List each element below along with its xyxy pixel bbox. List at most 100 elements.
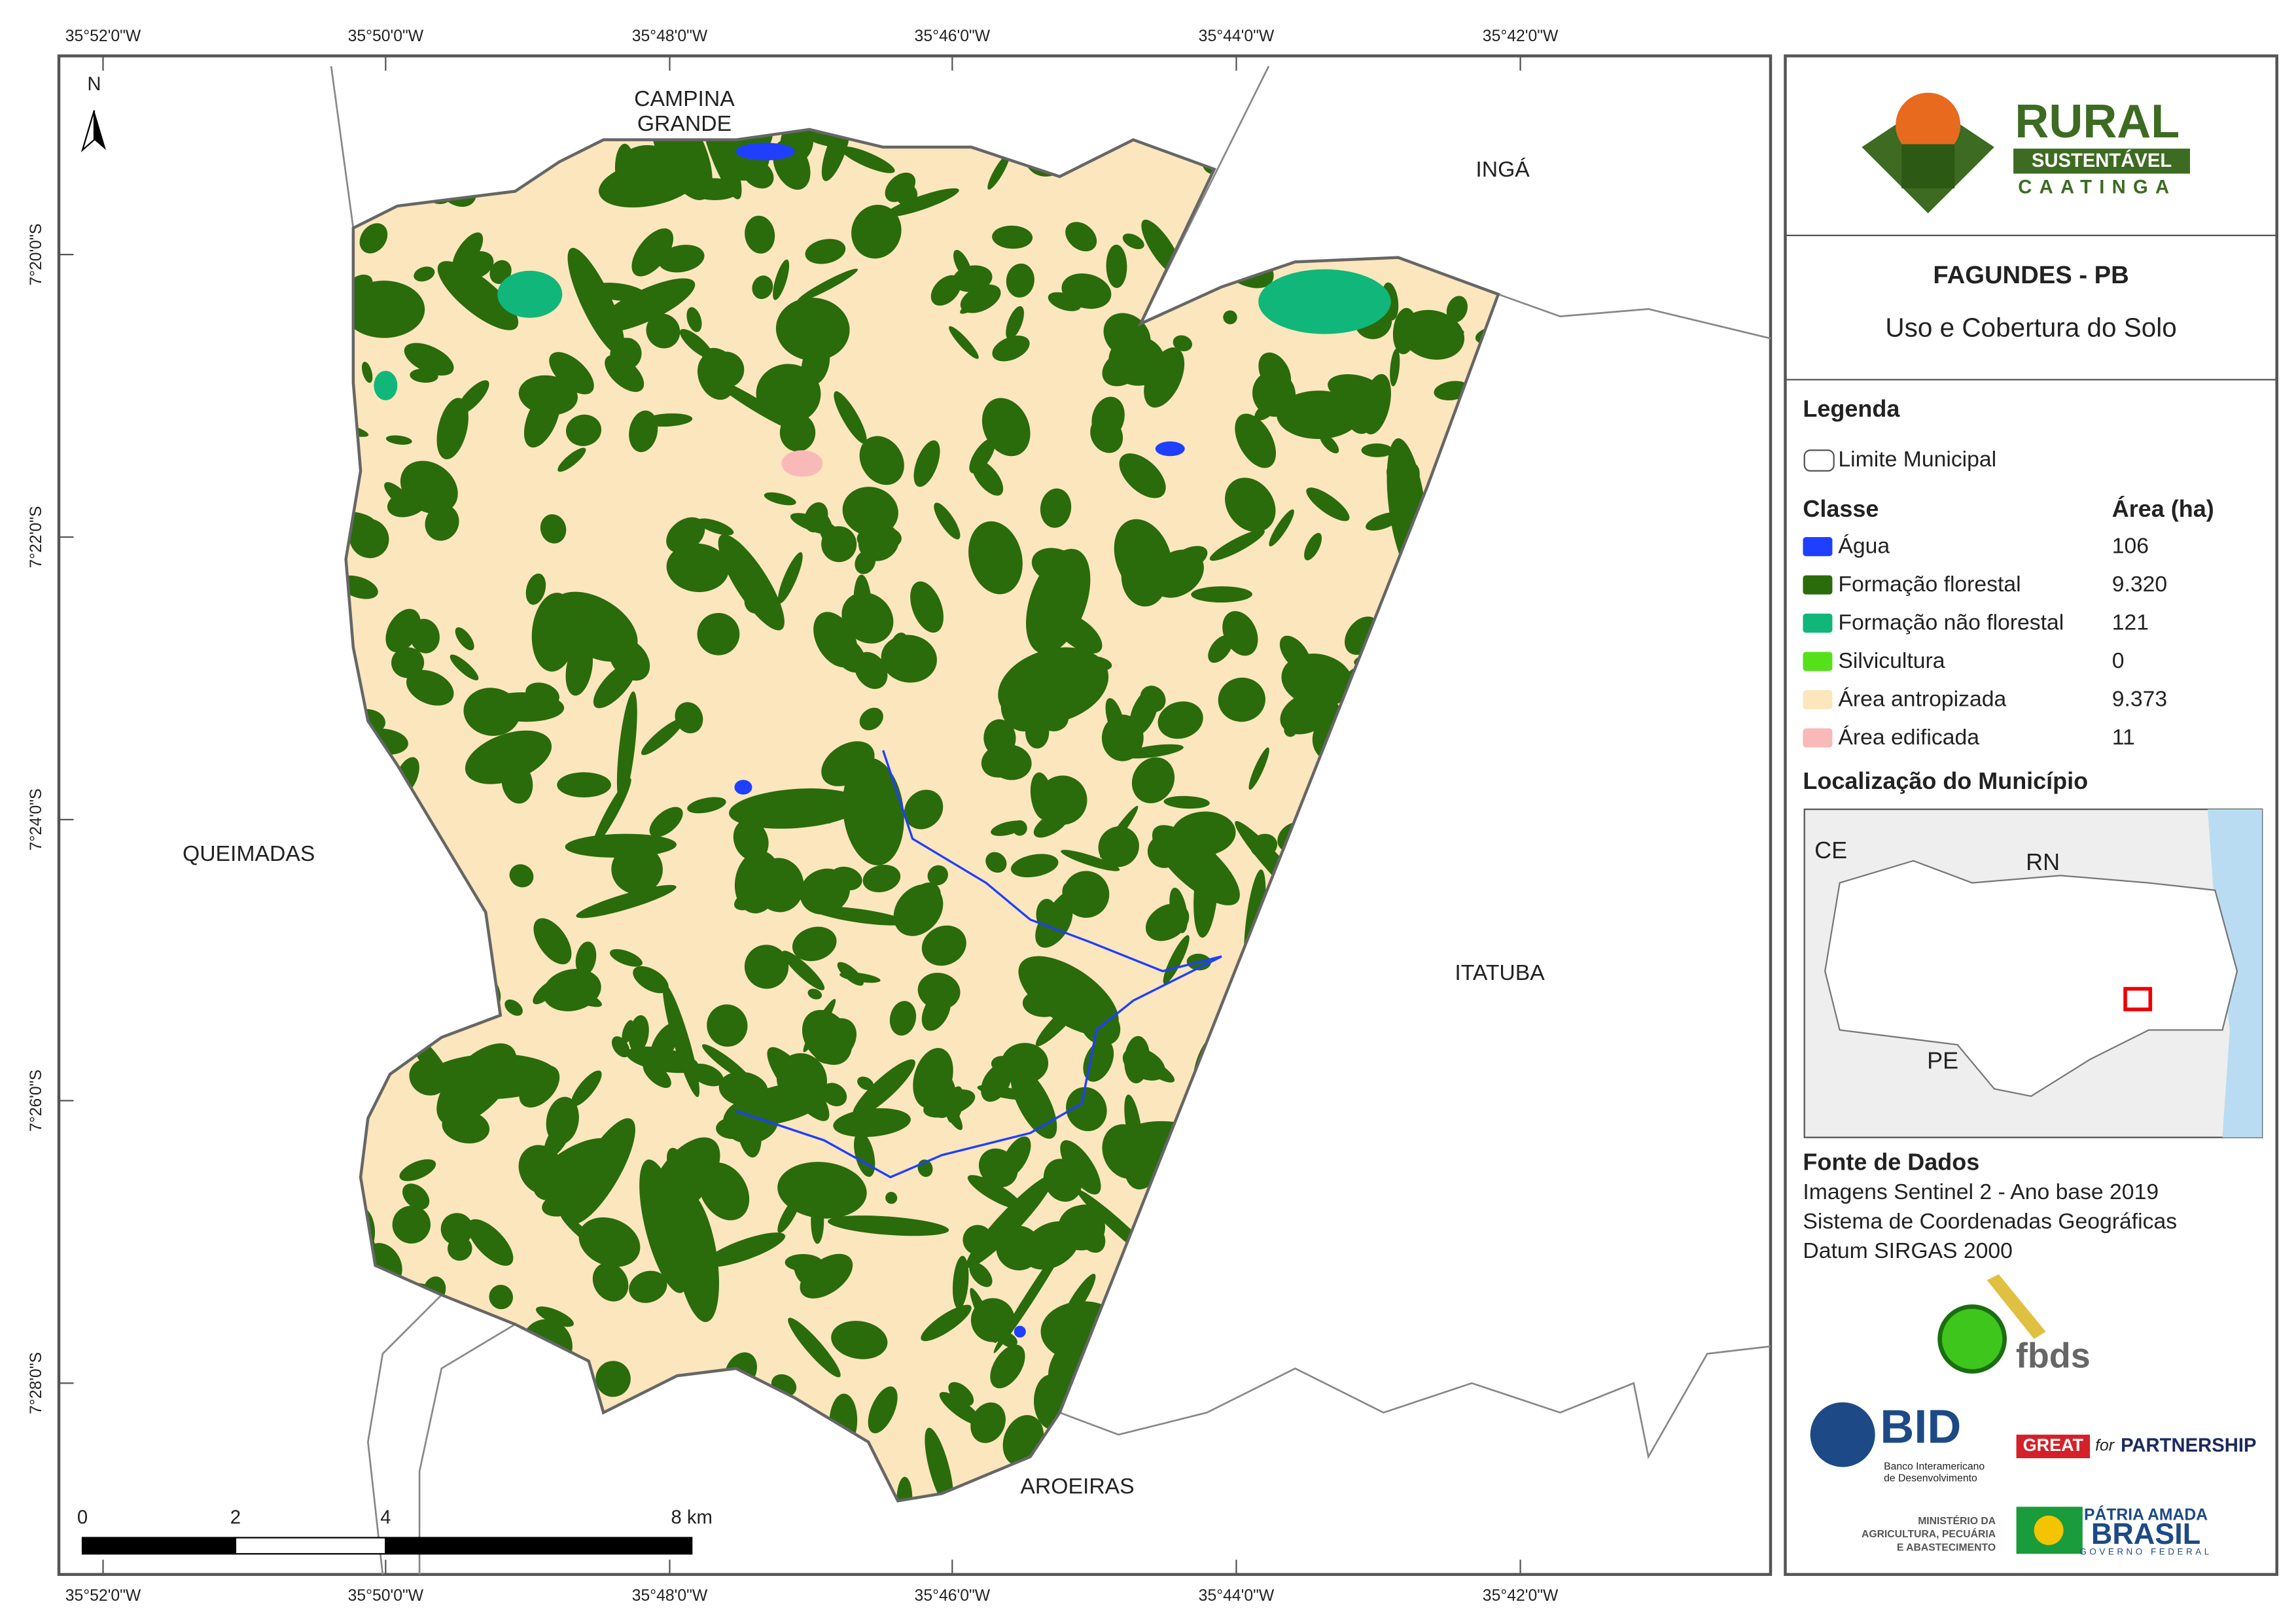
forest-patch (969, 1262, 993, 1287)
legend-entry: Formação florestal (1838, 572, 2021, 597)
logo-region: CAATINGA (2018, 177, 2176, 198)
forest-patch (455, 627, 474, 651)
forest-patch (409, 1058, 448, 1096)
forest-patch (1040, 488, 1072, 528)
forest-patch (1061, 1274, 1096, 1326)
legend-area: 9.373 (2112, 687, 2167, 712)
gov-text: GOVERNO FEDERAL (2079, 1547, 2212, 1557)
forest-patch (938, 276, 957, 288)
forest-patch (885, 1191, 898, 1204)
brasil-text: BRASIL (2091, 1517, 2200, 1550)
forest-patch (812, 906, 908, 926)
forest-patch (904, 790, 944, 829)
place-label: GRANDE (637, 111, 732, 136)
legend-header: Área (ha) (2112, 495, 2214, 522)
forest-patch (687, 797, 726, 814)
forest-patch (777, 552, 803, 604)
forest-patch (803, 998, 836, 1053)
forest-patch (921, 992, 951, 1031)
forest-patch (805, 239, 846, 264)
forest-patch (1140, 686, 1166, 712)
forest-patch (1060, 1140, 1101, 1195)
legend-entry: Formação não florestal (1838, 610, 2064, 635)
forest-patch (400, 461, 458, 514)
forest-patch (999, 1332, 1017, 1348)
forest-patch (978, 1148, 1018, 1187)
forest-patch (1062, 882, 1077, 904)
forest-patch (921, 925, 966, 966)
forest-patch (1080, 1005, 1121, 1046)
ministry-text: AGRICULTURA, PECUÁRIA (1862, 1527, 1996, 1540)
panel-subtitle: Uso e Cobertura do Solo (1885, 313, 2176, 343)
forest-patch (934, 502, 961, 540)
forest-patch (1173, 335, 1193, 351)
forest-patch (436, 398, 468, 460)
left-tick-label: 7°24'0"S (27, 788, 45, 850)
forest-patch (967, 1175, 1022, 1210)
forest-patch (1022, 990, 1064, 1017)
forest-patch (773, 259, 790, 300)
source-line: Datum SIRGAS 2000 (1803, 1238, 2012, 1263)
legend-area: 9.320 (2112, 572, 2167, 597)
forest-patch (1121, 548, 1167, 607)
forest-patch (904, 888, 923, 908)
forest-patch (1100, 805, 1139, 858)
forest-patch (1098, 826, 1139, 867)
forest-patch (629, 1270, 667, 1303)
forest-patch (707, 1004, 748, 1047)
forest-patch (399, 1159, 436, 1181)
location-title: Localização do Município (1803, 767, 2088, 794)
forest-patch (970, 1402, 1006, 1443)
place-label: INGÁ (1475, 157, 1530, 182)
fbds-text: fbds (2016, 1336, 2091, 1375)
ministry-text: E ABASTECIMENTO (1897, 1542, 1996, 1553)
forest-patch (410, 619, 440, 654)
forest-patch (392, 1206, 431, 1244)
forest-patch (666, 543, 730, 593)
forest-patch (1144, 347, 1185, 408)
forest-patch (777, 1162, 867, 1219)
legend-swatch (1803, 575, 1833, 595)
forest-patch (359, 223, 388, 254)
legend-entry: Silvicultura (1838, 648, 1945, 673)
scale-label: 0 (77, 1507, 88, 1528)
forest-patch (697, 353, 735, 400)
forest-patch (596, 278, 696, 332)
forest-patch (966, 1174, 1054, 1268)
inset-label: PE (1927, 1047, 1958, 1074)
forest-patch (1123, 341, 1145, 364)
built-area (781, 450, 823, 477)
legend-area: 106 (2112, 534, 2149, 559)
forest-patch (1054, 688, 1075, 715)
forest-patch (458, 251, 494, 279)
logo-subtitle: SUSTENTÁVEL (2032, 149, 2172, 171)
forest-patch (968, 521, 1023, 595)
forest-patch (571, 1070, 602, 1107)
forest-patch (990, 1344, 1025, 1389)
forest-patch (1386, 464, 1407, 491)
logo-icon (1862, 92, 1994, 214)
nonforest-patch (374, 370, 398, 400)
legend-entry: Limite Municipal (1838, 447, 1996, 472)
forest-patch (927, 865, 948, 886)
forest-patch (345, 281, 425, 338)
forest-patch (752, 275, 773, 300)
forest-patch (939, 1391, 982, 1425)
forest-patch (885, 643, 908, 659)
nonforest-patch (1258, 269, 1391, 334)
forest-patch (595, 1361, 631, 1397)
forest-patch (1106, 244, 1127, 288)
scale-label: 4 (380, 1507, 391, 1528)
forest-patch (578, 1217, 641, 1267)
forest-patch (525, 573, 546, 605)
forest-patch (697, 612, 740, 655)
legend-entry: Água (1838, 534, 1890, 559)
forest-patch (1038, 705, 1069, 731)
place-label: CAMPINA (634, 86, 735, 111)
bottom-tick-label: 35°46'0"W (915, 1587, 991, 1605)
forest-patch (522, 701, 552, 716)
top-tick-label: 35°44'0"W (1199, 27, 1275, 45)
forest-patch (1036, 899, 1057, 930)
forest-patch (1277, 391, 1361, 440)
